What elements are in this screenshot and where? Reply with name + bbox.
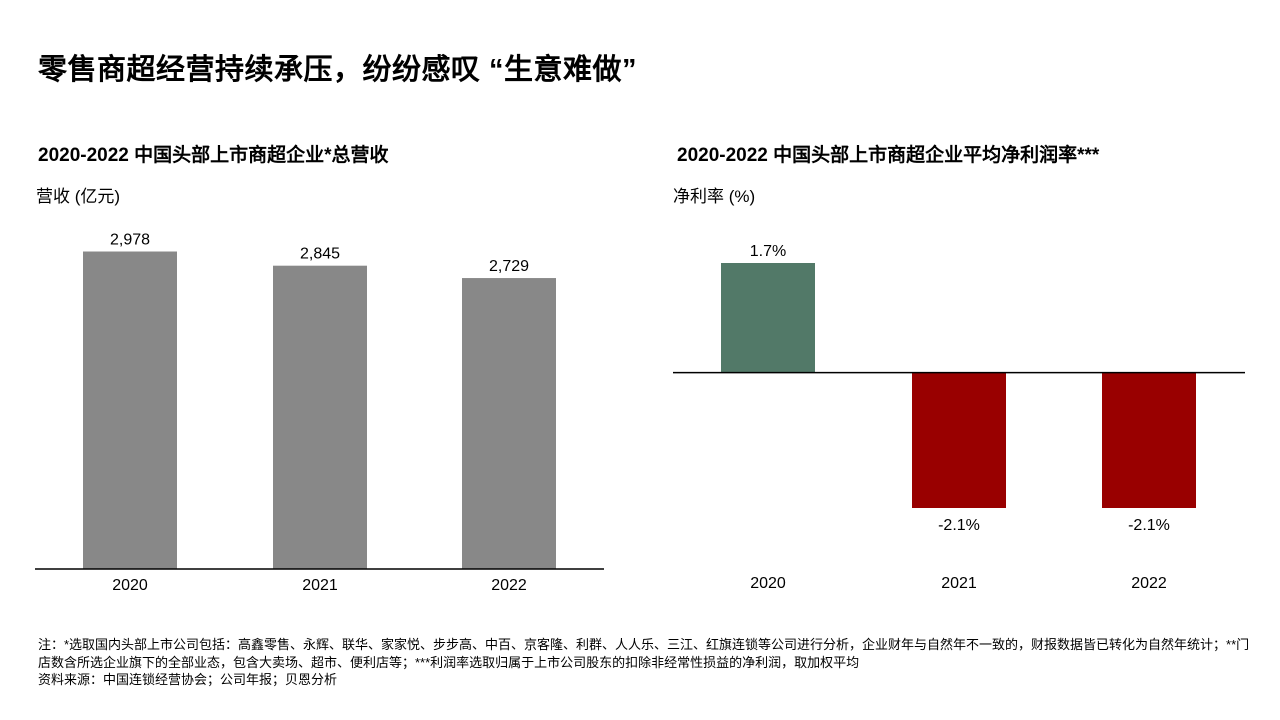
footnotes: 注：*选取国内头部上市公司包括：高鑫零售、永辉、联华、家家悦、步步高、中百、京客…	[38, 636, 1253, 689]
revenue-x-tick-2020: 2020	[112, 577, 148, 594]
revenue-x-tick-2022: 2022	[491, 577, 527, 594]
revenue-bar-2022	[462, 278, 556, 569]
margin-bar-2020	[721, 263, 815, 373]
revenue-value-label-2022: 2,729	[489, 258, 529, 275]
revenue-bar-2021	[273, 265, 367, 569]
margin-chart-title: 2020-2022 中国头部上市商超企业平均净利润率***	[677, 145, 1100, 166]
revenue-chart-title: 2020-2022 中国头部上市商超企业*总营收	[38, 145, 389, 166]
revenue-x-tick-2021: 2021	[302, 577, 338, 594]
page-title: 零售商超经营持续承压，纷纷感叹 “生意难做”	[38, 54, 638, 86]
margin-x-tick-2020: 2020	[750, 575, 786, 592]
revenue-axis-label: 营收 (亿元)	[36, 187, 121, 206]
margin-value-label-2022: -2.1%	[1128, 517, 1170, 534]
margin-value-label-2020: 1.7%	[750, 243, 786, 260]
footnote-source: 资料来源：中国连锁经营协会；公司年报；贝恩分析	[38, 672, 338, 687]
margin-x-tick-2022: 2022	[1131, 575, 1167, 592]
revenue-value-label-2020: 2,978	[110, 232, 150, 249]
revenue-bar-2020	[83, 251, 177, 569]
margin-axis-label: 净利率 (%)	[673, 187, 756, 206]
margin-bar-2022	[1102, 372, 1196, 508]
revenue-value-label-2021: 2,845	[300, 246, 340, 263]
margin-value-label-2021: -2.1%	[938, 517, 980, 534]
margin-bar-2021	[912, 372, 1006, 508]
footnote-note: 注：*选取国内头部上市公司包括：高鑫零售、永辉、联华、家家悦、步步高、中百、京客…	[38, 637, 1250, 670]
margin-x-tick-2021: 2021	[941, 575, 977, 592]
